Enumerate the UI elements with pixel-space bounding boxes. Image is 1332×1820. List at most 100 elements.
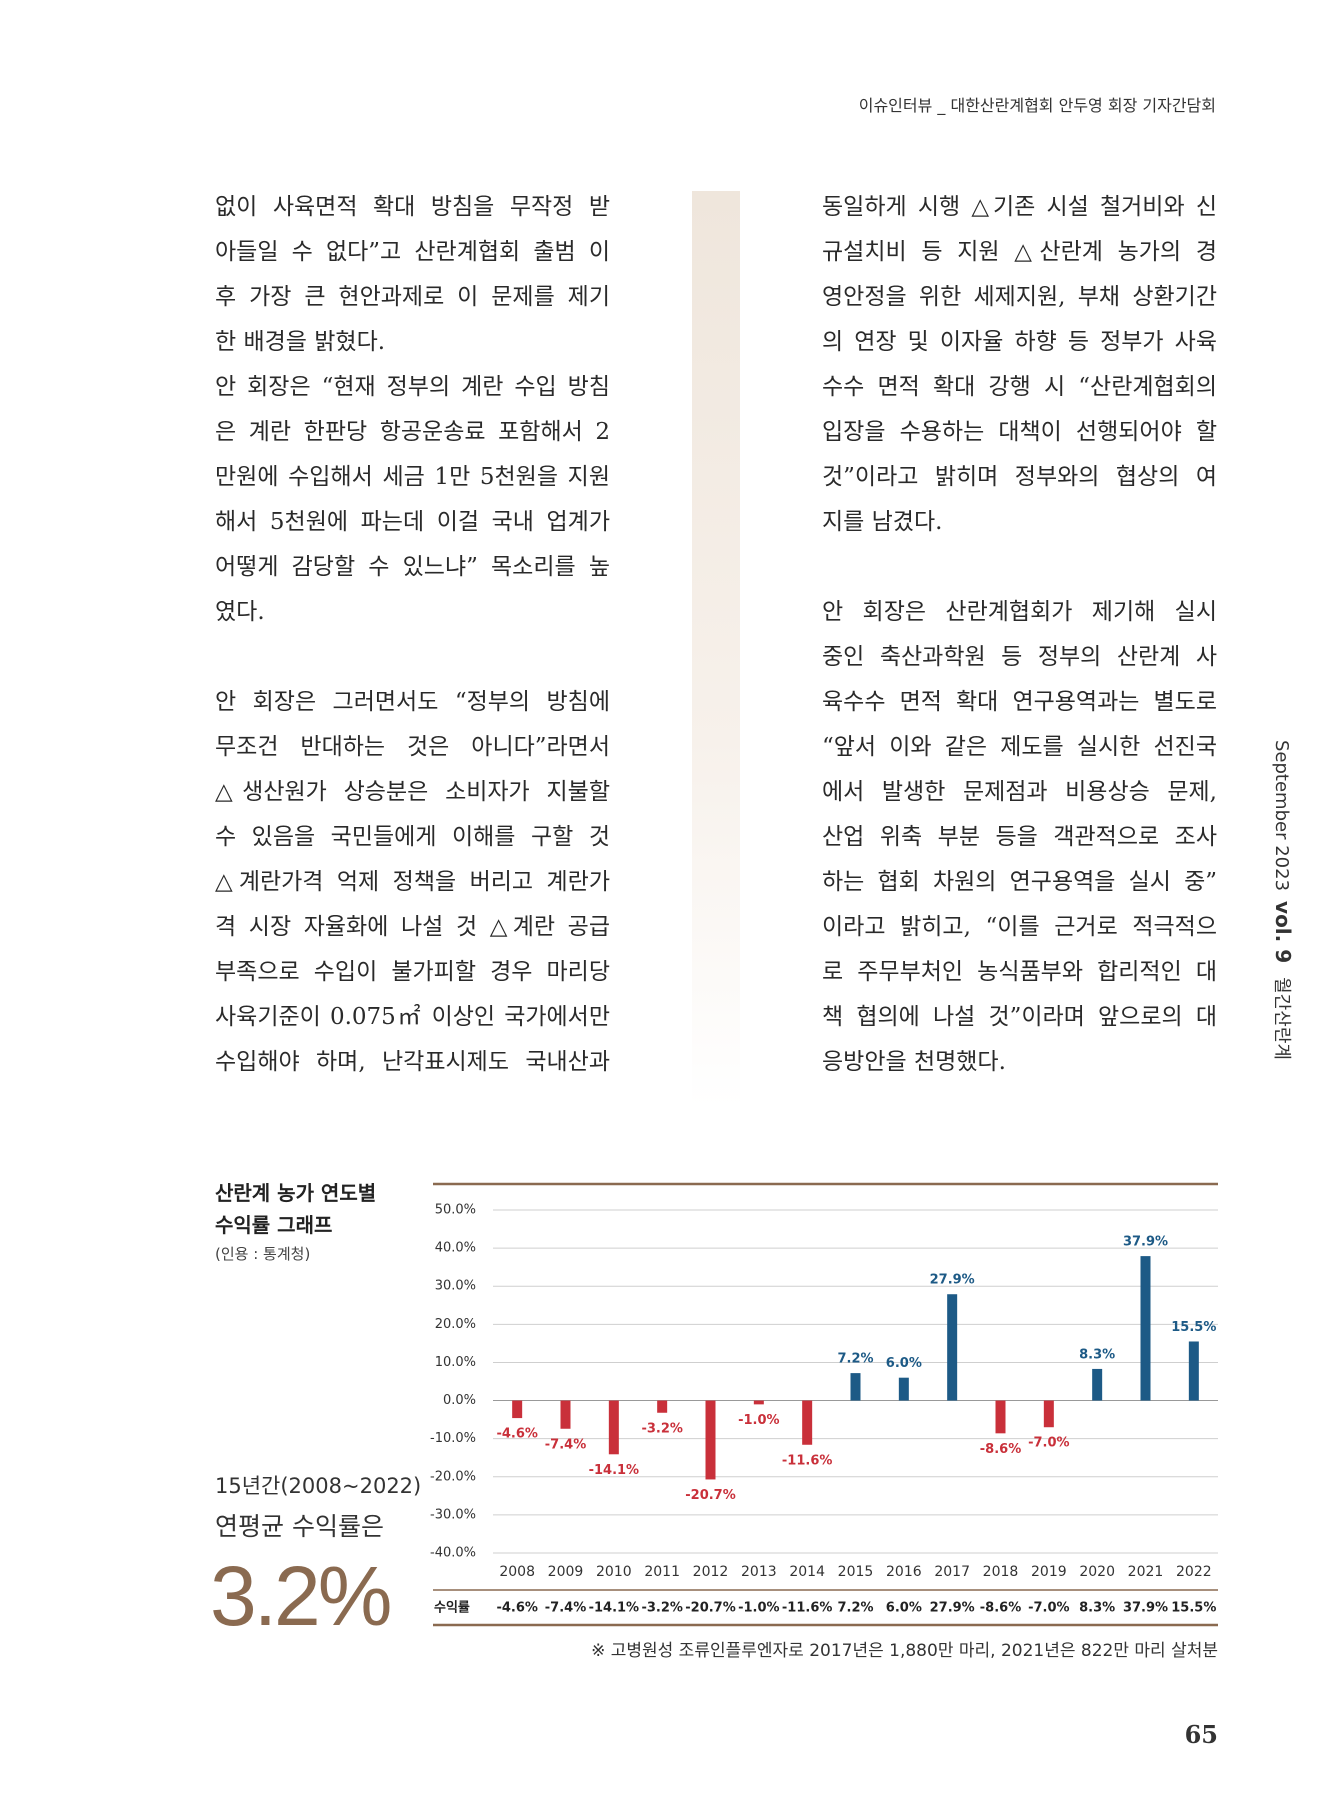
text-line: 만원에 수입해서 세금 1만 5천원을 지원: [215, 464, 610, 490]
table-value: 8.3%: [1079, 1601, 1115, 1616]
bar: [850, 1373, 861, 1401]
table-value: 27.9%: [930, 1601, 975, 1616]
data-label: 15.5%: [1171, 1320, 1216, 1335]
text-line: 사육기준이 0.075㎡ 이상인 국가에서만: [215, 1004, 610, 1030]
text-line: 의 연장 및 이자율 하향 등 정부가 사육: [822, 329, 1217, 355]
footnote: ※ 고병원성 조류인플루엔자로 2017년은 1,880만 마리, 2021년은…: [591, 1641, 1218, 1661]
data-label: 6.0%: [886, 1356, 922, 1371]
table-value: -3.2%: [641, 1601, 682, 1616]
x-tick-label: 2011: [644, 1564, 680, 1580]
bar: [947, 1294, 958, 1401]
chart: -40.0% -30.0% -20.0% -10.0% 0.0% 10.0% 20.0% 30…: [430, 1182, 1218, 1627]
text-line: 동일하게 시행 △기존 시설 철거비와 신: [822, 194, 1217, 220]
row-label: 수익률: [434, 1600, 470, 1616]
x-tick-label: 2014: [789, 1564, 825, 1580]
summary-line: 15년간(2008~2022): [215, 1474, 422, 1498]
text-line: 어떻게 감당할 수 있느냐” 목소리를 높: [215, 554, 610, 580]
text-line: 였다.: [215, 599, 265, 625]
text-line: 안 회장은 “현재 정부의 계란 수입 방침: [215, 374, 610, 400]
table-value: -7.0%: [1028, 1601, 1069, 1616]
decorative-strip: [692, 191, 740, 1108]
data-label: -4.6%: [496, 1427, 537, 1442]
text-line: 책 협의에 나설 것”이라며 앞으로의 대: [822, 1004, 1217, 1030]
text-line: 아들일 수 없다”고 산란계협회 출범 이: [215, 239, 610, 265]
text-line: 영안정을 위한 세제지원, 부채 상환기간: [822, 284, 1217, 310]
text-line: 없이 사육면적 확대 방침을 무작정 받: [215, 194, 610, 220]
table-value: 37.9%: [1123, 1601, 1168, 1616]
page-number: 65: [1184, 1720, 1218, 1749]
x-tick-label: 2013: [741, 1564, 777, 1580]
data-label: -20.7%: [685, 1488, 736, 1503]
bar: [608, 1400, 619, 1455]
table-value: 6.0%: [886, 1601, 922, 1616]
text-line: 수수 면적 확대 강행 시 “산란계협회의: [822, 374, 1217, 400]
y-tick-label: 20.0%: [435, 1317, 476, 1332]
text-line: 안 회장은 그러면서도 “정부의 방침에: [215, 689, 610, 715]
highlight-value: 3.2%: [210, 1549, 392, 1643]
text-line: 중인 축산과학원 등 정부의 산란계 사: [822, 644, 1217, 670]
bar: [898, 1377, 909, 1401]
text-line: 하는 협회 차원의 연구용역을 실시 중”: [822, 869, 1217, 895]
paragraph: 안 회장은 그러면서도 “정부의 방침에 무조건 반대하는 것은 아니다”라면서 △…: [215, 680, 610, 1085]
text-line: 은 계란 한판당 항공운송료 포함해서 2: [215, 419, 610, 445]
text-line: “앞서 이와 같은 제도를 실시한 선진국: [822, 734, 1217, 760]
bar: [560, 1400, 571, 1429]
table-value: -1.0%: [738, 1601, 779, 1616]
text-line: 격 시장 자율화에 나설 것 △계란 공급: [215, 914, 610, 940]
y-tick-label: 10.0%: [435, 1355, 476, 1370]
y-tick-label: -40.0%: [430, 1546, 476, 1561]
y-tick-label: 0.0%: [443, 1393, 476, 1408]
x-tick-label: 2019: [1031, 1564, 1067, 1580]
data-label: 37.9%: [1123, 1235, 1168, 1250]
y-tick-label: -30.0%: [430, 1507, 476, 1522]
y-tick-label: 50.0%: [435, 1203, 476, 1218]
x-tick-label: 2009: [548, 1564, 584, 1580]
data-label: -1.0%: [738, 1413, 779, 1428]
x-tick-label: 2016: [886, 1564, 922, 1580]
source: (인용 : 통계청): [215, 1245, 311, 1263]
data-label: -8.6%: [980, 1442, 1021, 1457]
x-tick-label: 2012: [693, 1564, 729, 1580]
chart-title-line: 수익률 그래프: [215, 1213, 333, 1237]
text-line: 후 가장 큰 현안과제로 이 문제를 제기: [215, 284, 610, 310]
chart-title-line: 산란계 농가 연도별: [215, 1181, 377, 1205]
data-label: -7.4%: [545, 1437, 586, 1452]
bar: [995, 1400, 1006, 1434]
text-line: 에서 발생한 문제점과 비용상승 문제,: [822, 779, 1217, 805]
table-value: -20.7%: [685, 1601, 736, 1616]
text-line: 것”이라고 밝히며 정부와의 협상의 여: [822, 464, 1217, 490]
table-value: -11.6%: [782, 1601, 833, 1616]
y-tick-label: -20.0%: [430, 1469, 476, 1484]
text-line: 응방안을 천명했다.: [822, 1049, 1006, 1075]
bar: [1140, 1256, 1151, 1401]
bar: [1188, 1341, 1199, 1401]
x-tick-label: 2020: [1079, 1564, 1115, 1580]
data-label: -11.6%: [782, 1453, 833, 1468]
bar: [512, 1400, 523, 1419]
bar: [753, 1400, 764, 1405]
x-tick-label: 2018: [983, 1564, 1019, 1580]
bar: [705, 1400, 716, 1480]
x-tick-label: 2017: [934, 1564, 970, 1580]
y-tick-label: 40.0%: [435, 1241, 476, 1256]
bar: [1043, 1400, 1054, 1428]
text-line: △계란가격 억제 정책을 버리고 계란가: [215, 869, 610, 895]
data-label: -3.2%: [641, 1421, 682, 1436]
y-tick-label: 30.0%: [435, 1279, 476, 1294]
text-line: △생산원가 상승분은 소비자가 지불할: [215, 779, 610, 805]
text-line: 육수수 면적 확대 연구용역과는 별도로: [822, 689, 1217, 715]
text-line: 입장을 수용하는 대책이 선행되어야 할: [822, 419, 1217, 445]
data-label: 8.3%: [1079, 1347, 1115, 1362]
summary-line: 연평균 수익률은: [215, 1512, 384, 1541]
x-tick-label: 2010: [596, 1564, 632, 1580]
data-label: -7.0%: [1028, 1436, 1069, 1451]
text-line: 로 주무부처인 농식품부와 합리적인 대: [822, 959, 1217, 985]
table-value: -14.1%: [589, 1601, 640, 1616]
text-line: 이라고 밝히고, “이를 근거로 적극적으: [822, 914, 1217, 940]
data-label: 7.2%: [837, 1352, 873, 1367]
data-label: -14.1%: [589, 1463, 640, 1478]
